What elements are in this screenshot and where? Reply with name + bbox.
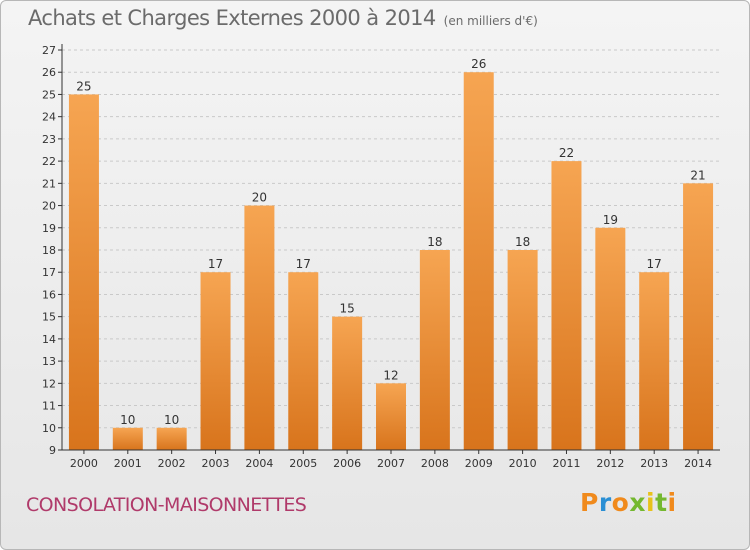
y-tick-label: 15 xyxy=(42,311,56,324)
x-tick-label: 2000 xyxy=(70,457,98,470)
data-label: 10 xyxy=(120,413,135,427)
data-label: 17 xyxy=(296,257,311,271)
y-tick-label: 23 xyxy=(42,133,56,146)
data-label: 25 xyxy=(76,79,91,93)
bar xyxy=(156,427,187,450)
data-label: 18 xyxy=(515,235,530,249)
bar xyxy=(463,72,494,450)
chart-subtitle: (en milliers d'€) xyxy=(443,14,538,28)
bar xyxy=(112,427,143,450)
x-tick-label: 2007 xyxy=(377,457,405,470)
commune-name: CONSOLATION-MAISONNETTES xyxy=(26,494,307,516)
bar xyxy=(288,272,319,450)
data-label: 21 xyxy=(690,168,705,182)
y-tick-label: 12 xyxy=(42,377,56,390)
y-tick-label: 18 xyxy=(42,244,56,257)
y-tick-label: 16 xyxy=(42,288,56,301)
bar xyxy=(639,272,670,450)
data-label: 19 xyxy=(603,213,618,227)
bar xyxy=(507,250,538,450)
y-tick-label: 26 xyxy=(42,66,56,79)
bar xyxy=(419,250,450,450)
x-tick-label: 2011 xyxy=(552,457,580,470)
x-tick-label: 2010 xyxy=(509,457,537,470)
proxiti-logo: Proxiti xyxy=(580,488,677,517)
x-tick-label: 2002 xyxy=(158,457,186,470)
bar xyxy=(551,161,582,450)
x-tick-label: 2003 xyxy=(202,457,230,470)
y-tick-label: 10 xyxy=(42,422,56,435)
data-label: 17 xyxy=(208,257,223,271)
y-tick-label: 9 xyxy=(49,444,56,457)
x-tick-label: 2014 xyxy=(684,457,712,470)
x-tick-label: 2006 xyxy=(333,457,361,470)
x-tick-label: 2008 xyxy=(421,457,449,470)
data-label: 20 xyxy=(252,191,267,205)
y-tick-label: 13 xyxy=(42,355,56,368)
data-label: 15 xyxy=(339,302,354,316)
y-tick-label: 11 xyxy=(42,400,56,413)
bar xyxy=(244,205,275,450)
y-tick-label: 27 xyxy=(42,44,56,57)
x-tick-label: 2005 xyxy=(289,457,317,470)
data-label: 22 xyxy=(559,146,574,160)
y-tick-label: 14 xyxy=(42,333,56,346)
x-tick-label: 2013 xyxy=(640,457,668,470)
x-tick-label: 2012 xyxy=(596,457,624,470)
x-tick-label: 2001 xyxy=(114,457,142,470)
axes xyxy=(58,44,720,454)
data-label: 18 xyxy=(427,235,442,249)
y-tick-label: 21 xyxy=(42,177,56,190)
x-tick-label: 2009 xyxy=(465,457,493,470)
data-label: 12 xyxy=(383,368,398,382)
labels: 9 10 11 12 13 14 15 16 17 18 19 20 21 22 23 24 25 26 27 25 2… xyxy=(42,44,712,470)
data-label: 26 xyxy=(471,57,486,71)
y-tick-label: 20 xyxy=(42,200,56,213)
y-tick-label: 19 xyxy=(42,222,56,235)
data-label: 10 xyxy=(164,413,179,427)
data-label: 17 xyxy=(647,257,662,271)
bar xyxy=(332,316,363,450)
y-tick-label: 17 xyxy=(42,266,56,279)
chart-header: Achats et Charges Externes 2000 à 2014 (e… xyxy=(28,6,538,30)
bar xyxy=(595,227,626,450)
bars xyxy=(68,72,714,451)
y-tick-label: 24 xyxy=(42,111,56,124)
bar xyxy=(683,183,714,451)
chart-title: Achats et Charges Externes 2000 à 2014 xyxy=(28,6,436,30)
y-tick-label: 22 xyxy=(42,155,56,168)
x-tick-label: 2004 xyxy=(245,457,273,470)
bar xyxy=(376,383,406,450)
bar xyxy=(200,272,231,450)
y-tick-label: 25 xyxy=(42,88,56,101)
bar xyxy=(68,94,99,450)
